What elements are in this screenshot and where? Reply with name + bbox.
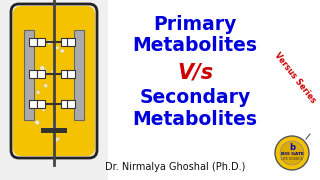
- Circle shape: [52, 70, 54, 73]
- Text: Metabolites: Metabolites: [132, 110, 258, 129]
- Circle shape: [56, 46, 59, 49]
- Circle shape: [53, 65, 55, 67]
- Bar: [37, 70, 45, 78]
- Bar: [29, 38, 37, 46]
- Bar: [67, 38, 75, 46]
- Text: b: b: [289, 143, 295, 152]
- Bar: [37, 38, 45, 46]
- Text: Secondary: Secondary: [140, 88, 251, 107]
- Bar: [29, 100, 37, 109]
- Circle shape: [67, 102, 70, 105]
- Bar: [67, 70, 75, 78]
- Text: Primary: Primary: [153, 15, 237, 34]
- Circle shape: [56, 128, 60, 132]
- Bar: [0, 0, 108, 180]
- Circle shape: [275, 136, 309, 170]
- Circle shape: [52, 123, 56, 127]
- Bar: [61, 100, 69, 109]
- Bar: [41, 128, 67, 133]
- Bar: [108, 0, 320, 180]
- Bar: [37, 100, 45, 109]
- Bar: [61, 70, 69, 78]
- Circle shape: [57, 138, 60, 140]
- Text: Metabolites: Metabolites: [132, 36, 258, 55]
- Circle shape: [280, 141, 304, 165]
- Bar: [29, 70, 37, 78]
- Circle shape: [35, 120, 39, 125]
- Circle shape: [53, 126, 56, 129]
- Circle shape: [54, 137, 58, 142]
- Text: Versus Series: Versus Series: [272, 51, 317, 105]
- Circle shape: [47, 40, 52, 45]
- Bar: [67, 100, 75, 109]
- Bar: [24, 30, 34, 120]
- FancyBboxPatch shape: [13, 6, 95, 156]
- Text: BIO GATE: BIO GATE: [281, 152, 303, 156]
- Text: LIFE SCIENCE: LIFE SCIENCE: [281, 157, 303, 161]
- Circle shape: [41, 101, 44, 103]
- Circle shape: [40, 66, 44, 71]
- Bar: [61, 38, 69, 46]
- Circle shape: [42, 109, 45, 111]
- Circle shape: [36, 91, 40, 94]
- Text: V/s: V/s: [177, 62, 213, 82]
- Circle shape: [42, 69, 47, 74]
- Bar: [74, 30, 84, 120]
- Text: Dr. Nirmalya Ghoshal (Ph.D.): Dr. Nirmalya Ghoshal (Ph.D.): [105, 162, 245, 172]
- Circle shape: [44, 84, 47, 87]
- Circle shape: [60, 49, 64, 53]
